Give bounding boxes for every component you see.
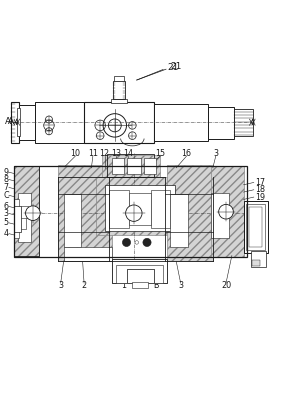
Text: C: C xyxy=(4,191,9,200)
Bar xyxy=(83,102,154,143)
Text: A: A xyxy=(8,117,14,126)
Bar xyxy=(151,190,171,228)
Bar xyxy=(108,154,154,176)
Text: 10: 10 xyxy=(70,149,80,158)
Bar xyxy=(208,107,234,138)
Text: 7: 7 xyxy=(4,183,9,192)
Bar xyxy=(14,154,270,282)
Bar xyxy=(252,260,260,266)
Bar xyxy=(73,102,83,143)
Text: 4: 4 xyxy=(4,229,9,238)
Bar xyxy=(109,190,129,228)
Circle shape xyxy=(143,238,151,246)
Bar xyxy=(14,198,19,238)
Bar xyxy=(102,155,160,176)
Text: 3: 3 xyxy=(178,281,183,290)
Bar xyxy=(105,185,175,231)
Bar xyxy=(243,202,268,253)
Bar xyxy=(21,206,28,218)
Text: 3: 3 xyxy=(58,281,63,290)
Bar xyxy=(154,104,208,142)
Bar xyxy=(243,202,268,253)
Text: 3: 3 xyxy=(4,209,9,218)
Text: 11: 11 xyxy=(88,149,98,158)
Bar xyxy=(151,190,171,228)
Bar xyxy=(249,207,262,248)
Bar xyxy=(19,105,35,140)
Circle shape xyxy=(26,206,40,220)
Circle shape xyxy=(122,238,131,246)
Bar xyxy=(109,190,129,228)
Bar xyxy=(111,99,126,104)
Text: 8: 8 xyxy=(4,175,9,184)
Bar xyxy=(129,193,151,225)
Text: B: B xyxy=(153,281,158,290)
Bar xyxy=(35,102,83,143)
Bar xyxy=(17,108,20,136)
Text: 9: 9 xyxy=(4,168,9,177)
Bar xyxy=(211,166,243,257)
Bar xyxy=(14,206,21,232)
Bar xyxy=(11,102,19,143)
Text: 13: 13 xyxy=(111,149,121,158)
Bar xyxy=(14,166,247,257)
Bar xyxy=(246,204,265,250)
Bar xyxy=(112,158,123,174)
Text: 17: 17 xyxy=(255,178,265,187)
Bar xyxy=(126,269,154,282)
Bar xyxy=(64,194,81,247)
Text: 12: 12 xyxy=(99,149,110,158)
Text: 15: 15 xyxy=(155,149,165,158)
Bar xyxy=(14,166,39,257)
Text: 1: 1 xyxy=(121,281,126,290)
Text: A: A xyxy=(5,117,11,126)
Bar xyxy=(112,259,168,282)
Circle shape xyxy=(126,205,142,221)
Bar xyxy=(14,206,21,232)
Text: 18: 18 xyxy=(255,185,265,194)
Circle shape xyxy=(219,204,233,219)
Text: 19: 19 xyxy=(255,192,265,202)
Bar xyxy=(58,165,112,262)
Bar xyxy=(116,265,163,282)
Bar xyxy=(211,193,229,238)
Bar xyxy=(168,165,213,262)
Text: 16: 16 xyxy=(181,149,191,158)
Text: 21: 21 xyxy=(168,63,179,72)
Bar xyxy=(144,158,156,174)
Bar xyxy=(113,82,125,99)
Bar xyxy=(21,209,26,229)
Text: 6: 6 xyxy=(4,202,9,211)
Bar xyxy=(126,269,154,282)
Circle shape xyxy=(135,241,138,244)
Bar xyxy=(234,109,253,136)
Bar xyxy=(14,166,39,256)
Text: 3: 3 xyxy=(213,149,218,158)
Text: 20: 20 xyxy=(221,281,231,290)
Bar xyxy=(112,259,168,282)
Bar xyxy=(96,176,183,235)
Bar xyxy=(171,194,188,247)
Bar xyxy=(251,251,265,267)
Bar xyxy=(114,76,124,82)
Bar xyxy=(64,247,112,262)
Text: 2: 2 xyxy=(81,281,87,290)
Text: 14: 14 xyxy=(123,149,133,158)
Bar xyxy=(35,102,44,143)
Bar xyxy=(132,282,148,288)
Bar xyxy=(126,158,141,174)
Bar xyxy=(18,193,31,242)
Text: 5: 5 xyxy=(4,218,9,227)
Text: 21: 21 xyxy=(171,62,182,71)
